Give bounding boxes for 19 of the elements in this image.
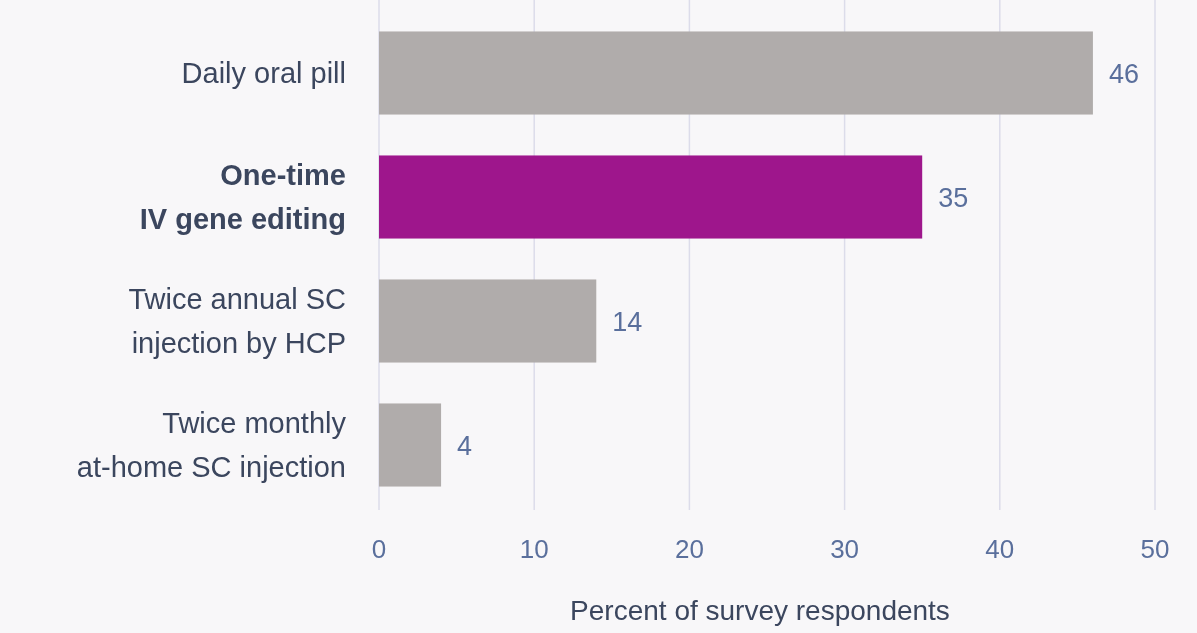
x-tick-label: 30 bbox=[830, 534, 860, 564]
data-label: 46 bbox=[1108, 59, 1139, 89]
data-label: 14 bbox=[612, 307, 643, 337]
data-label: 4 bbox=[457, 431, 473, 461]
y-tick-label: Twice monthly at-home SC injection bbox=[76, 407, 347, 483]
bar bbox=[379, 279, 597, 363]
bar bbox=[379, 403, 442, 487]
y-tick-label: Daily oral pill bbox=[181, 57, 346, 89]
bar bbox=[379, 31, 1093, 115]
bar bbox=[379, 155, 923, 239]
x-tick-label: 0 bbox=[371, 534, 387, 564]
y-tick-label: One-time IV gene editing bbox=[139, 159, 346, 235]
data-label: 35 bbox=[938, 183, 969, 213]
x-tick-label: 50 bbox=[1140, 534, 1170, 564]
x-tick-label: 40 bbox=[985, 534, 1015, 564]
x-tick-label: 20 bbox=[674, 534, 704, 564]
y-tick-label: Twice annual SC injection by HCP bbox=[128, 283, 346, 359]
x-axis-title: Percent of survey respondents bbox=[570, 595, 950, 626]
x-tick-label: 10 bbox=[519, 534, 549, 564]
